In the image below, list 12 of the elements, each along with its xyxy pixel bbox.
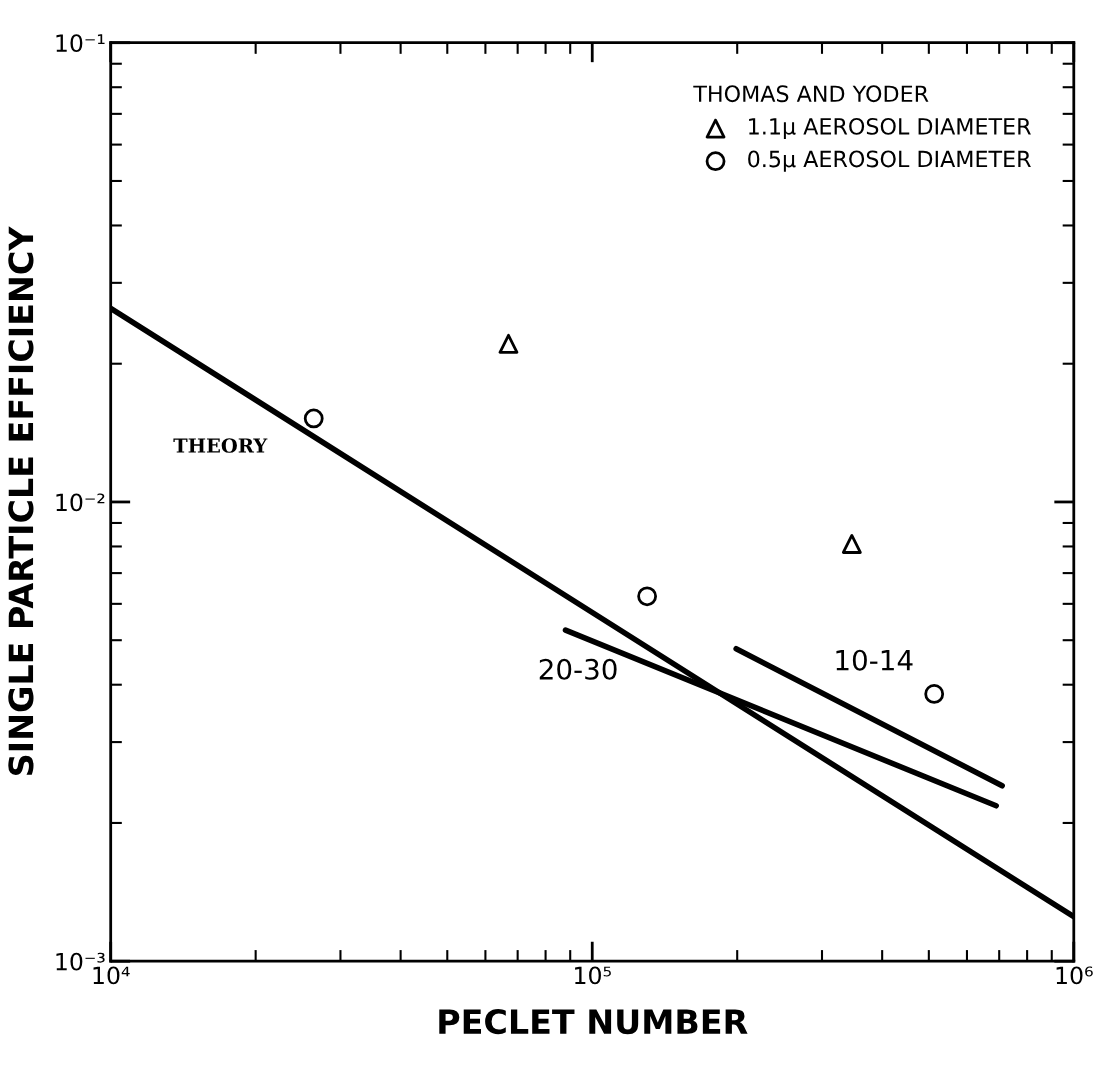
legend-label: 1.1μ AEROSOL DIAMETER	[749, 117, 1031, 140]
y-axis-title: SINGLE PARTICLE EFFICIENCY	[8, 226, 34, 775]
legend-label: 0.5μ AEROSOL DIAMETER	[748, 150, 1031, 172]
legend-title: THOMAS AND YODER	[693, 85, 929, 103]
x-tick-label: 10⁶	[1056, 966, 1093, 985]
series-label: 20-30	[539, 658, 617, 680]
x-axis-title: PECLET NUMBER	[439, 1008, 748, 1035]
y-tick-label: 10⁻²	[56, 493, 105, 512]
series-label: THEORY	[173, 438, 268, 453]
series-label: 10-14	[836, 649, 913, 671]
y-tick-label: 10⁻¹	[56, 34, 105, 53]
x-tick-label: 10⁵	[575, 966, 611, 985]
